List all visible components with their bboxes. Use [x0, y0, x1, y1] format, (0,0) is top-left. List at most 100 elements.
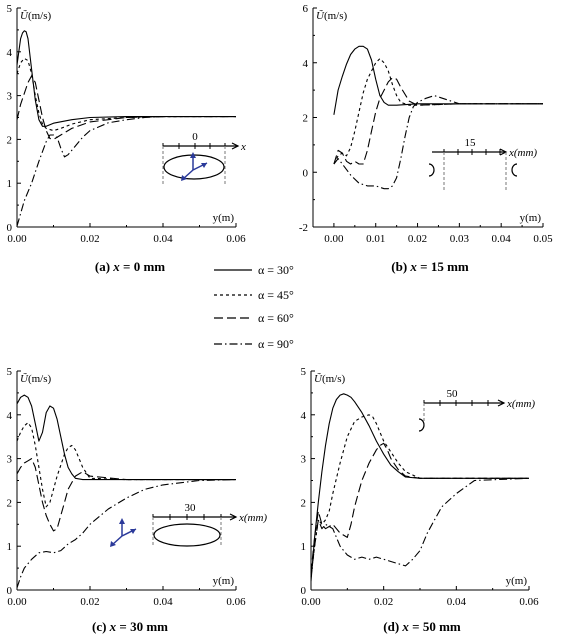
- inset-schematic: 30 x(mm): [110, 502, 267, 547]
- triad-x-arrowhead: [201, 163, 207, 168]
- panel-caption: (b) x = 15 mm: [391, 259, 469, 274]
- x-tick-label: 0.06: [226, 233, 246, 245]
- inset-arc-right: [511, 163, 518, 177]
- triad-y-arrowhead: [190, 152, 196, 158]
- x-tick-label: 0.02: [374, 596, 393, 608]
- x-tick-label: 0.04: [492, 233, 512, 245]
- series-line-1: [310, 393, 529, 582]
- x-tick-label: 0.02: [408, 233, 427, 245]
- x-tick-label: 0.00: [7, 596, 27, 608]
- y-tick-label: 0: [7, 585, 13, 597]
- series-line-2: [16, 422, 236, 508]
- x-tick-label: 0.04: [447, 596, 467, 608]
- y-axis-label: Ũ(m/s): [316, 10, 348, 22]
- inset-schematic: 0x: [162, 131, 246, 186]
- y-tick-label: 2: [303, 113, 309, 125]
- series-line-2: [16, 57, 236, 132]
- inset-position-label: 50: [447, 388, 459, 400]
- series-line-3: [16, 75, 236, 140]
- x-tick-label: 0.00: [324, 233, 344, 245]
- x-tick-label: 0.03: [450, 233, 470, 245]
- x-tick-label: 0.02: [80, 233, 99, 245]
- inset-schematic: 50 x(mm): [418, 388, 535, 432]
- panel-caption: (d) x = 50 mm: [383, 619, 461, 634]
- inset-arc-left: [428, 163, 435, 177]
- legend-label-3: α = 60°: [258, 311, 294, 325]
- legend-label-1: α = 30°: [258, 263, 294, 277]
- triad-z-arrowhead: [110, 541, 116, 547]
- y-tick-label: 0: [7, 222, 13, 234]
- legend-label-4: α = 90°: [258, 337, 294, 351]
- inset-arrow-icon: [231, 142, 240, 150]
- x-tick-label: 0.02: [80, 596, 99, 608]
- y-tick-label: 4: [7, 47, 13, 59]
- y-tick-label: 2: [7, 497, 13, 509]
- inset-position-label: 0: [192, 131, 198, 143]
- y-tick-label: 0: [301, 585, 307, 597]
- y-tick-label: 4: [301, 410, 307, 422]
- inset-arrow-icon: [497, 399, 506, 407]
- series-line-1: [16, 394, 236, 481]
- inset-schematic: 15 x(mm): [428, 137, 537, 192]
- chart-panel-d: 0 1 2 3 4 5 0.00 0.02 0.04 0.06 Ũ(m/s) y(m) (d) x = …: [301, 366, 540, 634]
- y-tick-label: 2: [7, 134, 13, 146]
- inset-axis-label: x(mm): [238, 512, 267, 524]
- triad-z-arrowhead: [181, 175, 187, 181]
- panel-caption: (c) x = 30 mm: [92, 619, 168, 634]
- y-axis-label: Ũ(m/s): [314, 373, 346, 385]
- triad-x-arrowhead: [130, 529, 136, 534]
- bluff-body-ellipse: [163, 154, 225, 180]
- y-tick-label: 6: [303, 3, 309, 15]
- y-axis-label: Ũ(m/s): [20, 10, 52, 22]
- series-line-3: [310, 442, 529, 573]
- series-line-3: [16, 458, 236, 532]
- series-line-1: [16, 30, 236, 127]
- series-line-1: [333, 45, 543, 115]
- inset-axis-label: x: [240, 141, 246, 153]
- x-tick-label: 0.05: [533, 233, 553, 245]
- y-tick-label: -2: [299, 222, 308, 234]
- x-axis-label: y(m): [213, 575, 235, 587]
- series-line-3: [333, 77, 543, 165]
- y-tick-label: 1: [301, 541, 307, 553]
- y-tick-label: 5: [301, 366, 307, 378]
- y-tick-label: 1: [7, 178, 13, 190]
- x-axis-label: y(m): [520, 212, 542, 224]
- x-tick-label: 0.01: [366, 233, 385, 245]
- y-axis-label: Ũ(m/s): [20, 373, 52, 385]
- panel-caption: (a) x = 0 mm: [95, 259, 165, 274]
- series-line-4: [310, 477, 530, 577]
- inset-position-label: 15: [465, 137, 477, 149]
- x-tick-label: 0.06: [226, 596, 246, 608]
- series-line-4: [16, 479, 237, 588]
- chart-panel-b: -2 0 2 4 6 0.00 0.01 0.02 0.03 0.04 0.05 Ũ(m/s) y(m)…: [299, 3, 553, 274]
- series-line-4: [16, 116, 236, 227]
- triad-y-arrowhead: [119, 518, 125, 524]
- x-tick-label: 0.04: [153, 596, 173, 608]
- inset-arc-left: [418, 418, 425, 432]
- y-tick-label: 3: [301, 454, 307, 466]
- y-tick-label: 0: [303, 167, 309, 179]
- x-tick-label: 0.00: [301, 596, 321, 608]
- x-tick-label: 0.04: [153, 233, 173, 245]
- chart-panel-a: 0 1 2 3 4 5 0.00 0.02 0.04 0.06 Ũ(m/s) y(m) (a) x = …: [7, 3, 247, 274]
- x-tick-label: 0.06: [519, 596, 539, 608]
- inset-arrow-icon: [229, 513, 238, 521]
- y-tick-label: 4: [303, 58, 309, 70]
- y-tick-label: 4: [7, 410, 13, 422]
- chart-panel-c: 0 1 2 3 4 5 0.00 0.02 0.04 0.06 Ũ(m/s) y(m) (c) x = …: [7, 366, 268, 634]
- y-tick-label: 1: [7, 541, 13, 553]
- y-tick-label: 3: [7, 91, 13, 103]
- y-tick-label: 3: [7, 454, 13, 466]
- x-axis-label: y(m): [506, 575, 528, 587]
- y-tick-label: 5: [7, 366, 13, 378]
- inset-axis-label: x(mm): [506, 398, 535, 410]
- series-line-2: [310, 414, 529, 577]
- legend-label-2: α = 45°: [258, 288, 294, 302]
- y-tick-label: 2: [301, 497, 307, 509]
- inset-axis-label: x(mm): [508, 147, 537, 159]
- legend: α = 30° α = 45° α = 60° α = 90°: [214, 263, 294, 351]
- x-axis-label: y(m): [213, 212, 235, 224]
- x-tick-label: 0.00: [7, 233, 27, 245]
